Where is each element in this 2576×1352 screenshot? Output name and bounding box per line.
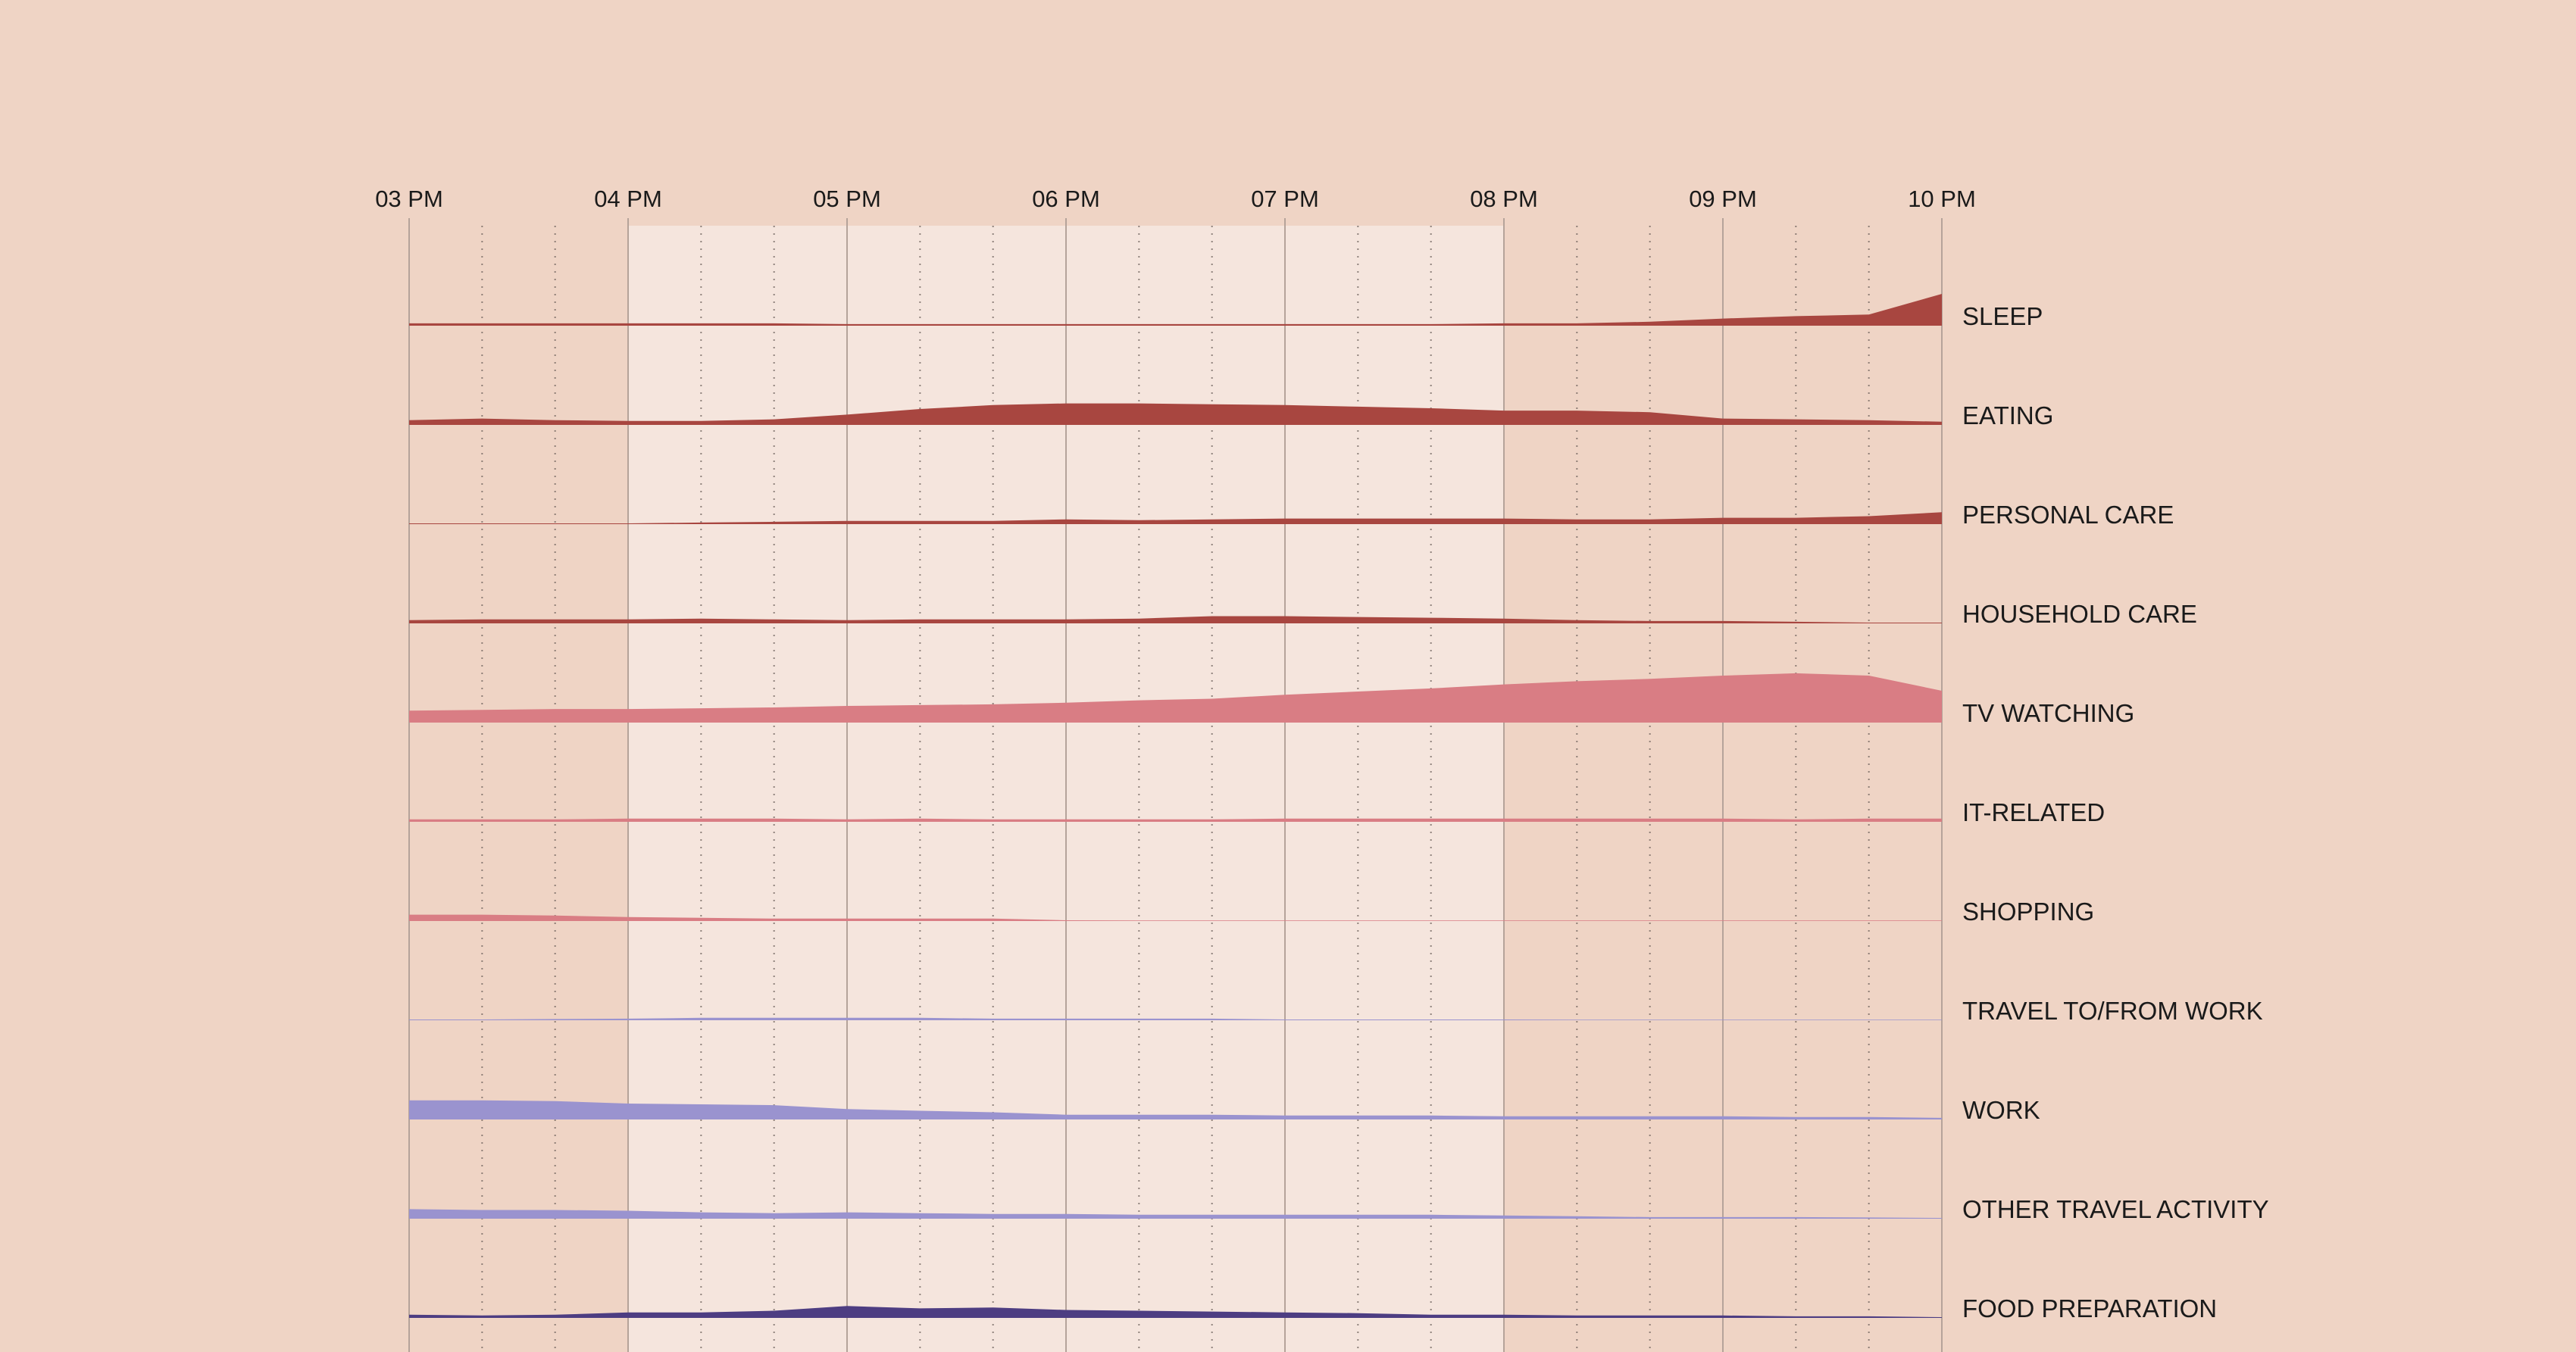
x-tick-label: 07 PM	[1251, 186, 1319, 212]
series-label-layer: SLEEP EATING PERSONAL CARE HOUSEHOLD CARE TV…	[1962, 302, 2269, 1322]
series-area-layer	[409, 294, 1942, 1318]
series-label-work: WORK	[1962, 1096, 2040, 1124]
series-area-other-travel-activity	[409, 1209, 1942, 1219]
series-area-tv-watching	[409, 673, 1942, 723]
x-tick-label: 09 PM	[1689, 186, 1757, 212]
x-tick-label-layer: 03 PM 04 PM 05 PM 06 PM 07 PM 08 PM 09 PM 10 PM	[375, 186, 1976, 212]
series-area-shopping	[409, 914, 1942, 921]
series-label-shopping: SHOPPING	[1962, 898, 2094, 926]
x-tick-label: 04 PM	[594, 186, 662, 212]
series-area-eating	[409, 403, 1942, 425]
series-label-it-related: IT-RELATED	[1962, 798, 2105, 826]
series-label-tv-watching: TV WATCHING	[1962, 699, 2134, 727]
series-area-work	[409, 1100, 1942, 1119]
x-tick-label: 08 PM	[1470, 186, 1538, 212]
x-tick-label: 05 PM	[813, 186, 881, 212]
x-tick-label: 06 PM	[1032, 186, 1100, 212]
series-label-sleep: SLEEP	[1962, 302, 2043, 330]
series-label-eating: EATING	[1962, 401, 2053, 429]
x-tick-label: 03 PM	[375, 186, 443, 212]
series-area-household-care	[409, 616, 1942, 623]
series-label-travel-to-from-work: TRAVEL TO/FROM WORK	[1962, 997, 2263, 1025]
series-area-it-related	[409, 818, 1942, 822]
series-area-sleep	[409, 294, 1942, 326]
series-label-food-preparation: FOOD PREPARATION	[1962, 1294, 2217, 1322]
series-area-food-preparation	[409, 1306, 1942, 1318]
series-label-personal-care: PERSONAL CARE	[1962, 501, 2174, 529]
series-area-personal-care	[409, 512, 1942, 524]
x-tick-label: 10 PM	[1908, 186, 1976, 212]
series-label-household-care: HOUSEHOLD CARE	[1962, 600, 2197, 628]
series-label-other-travel-activity: OTHER TRAVEL ACTIVITY	[1962, 1195, 2269, 1223]
series-area-travel-to-from-work	[409, 1017, 1942, 1020]
